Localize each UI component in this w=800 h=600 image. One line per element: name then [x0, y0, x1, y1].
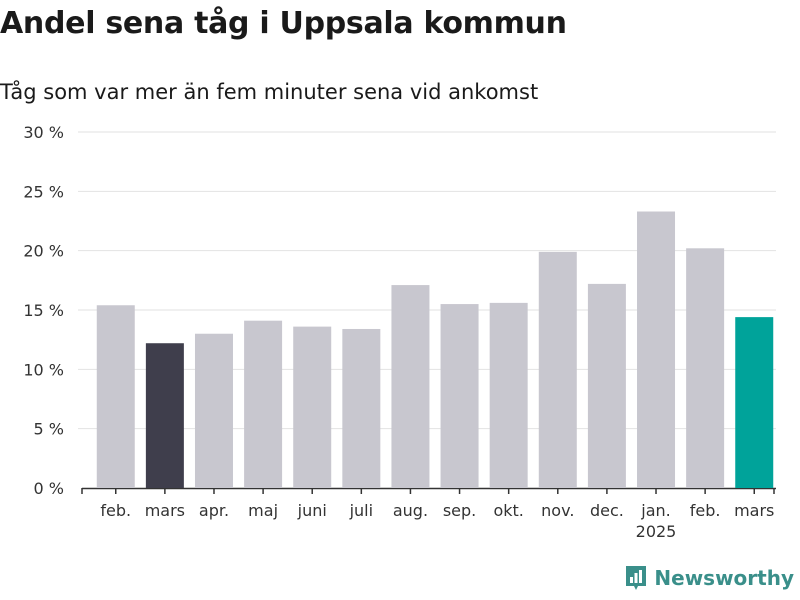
- bar-10: [587, 283, 626, 488]
- bar-9: [538, 251, 577, 488]
- bar-0: [96, 305, 135, 488]
- x-year-label: 2025: [636, 522, 677, 541]
- y-tick-label: 20 %: [23, 242, 64, 261]
- bar-3: [244, 320, 283, 488]
- x-tick-label: apr.: [199, 501, 229, 520]
- y-tick-label: 0 %: [34, 479, 64, 498]
- x-tick-label: feb.: [100, 501, 131, 520]
- bar-12: [686, 248, 725, 488]
- y-tick-label: 25 %: [23, 182, 64, 201]
- bar-5: [342, 328, 381, 488]
- y-tick-label: 10 %: [23, 360, 64, 379]
- bar-8: [489, 302, 528, 488]
- bar-7: [440, 304, 479, 488]
- x-tick-label: juni: [297, 501, 327, 520]
- newsworthy-logo-icon: [626, 566, 647, 590]
- bar-4: [293, 326, 332, 488]
- x-tick-label: mars: [145, 501, 185, 520]
- bar-13: [735, 317, 774, 488]
- brand-logo: Newsworthy: [624, 564, 794, 592]
- y-tick-label: 30 %: [23, 123, 64, 142]
- chart-title: Andel sena tåg i Uppsala kommun: [0, 6, 567, 41]
- bar-11: [637, 211, 676, 489]
- y-tick-label: 15 %: [23, 301, 64, 320]
- y-tick-label: 5 %: [34, 420, 64, 439]
- x-tick-label: nov.: [541, 501, 574, 520]
- x-tick-label: dec.: [590, 501, 624, 520]
- x-tick-label: juli: [349, 501, 373, 520]
- x-tick-label: jan.: [640, 501, 670, 520]
- bar-1: [145, 343, 184, 488]
- x-tick-label: okt.: [493, 501, 523, 520]
- brand-name: Newsworthy: [654, 566, 794, 590]
- bar-6: [391, 285, 430, 488]
- chart-subtitle: Tåg som var mer än fem minuter sena vid …: [0, 80, 539, 104]
- x-tick-label: aug.: [393, 501, 428, 520]
- x-tick-label: sep.: [443, 501, 476, 520]
- bar-2: [194, 333, 233, 488]
- x-tick-label: mars: [734, 501, 774, 520]
- x-tick-label: maj: [248, 501, 278, 520]
- x-tick-label: feb.: [690, 501, 721, 520]
